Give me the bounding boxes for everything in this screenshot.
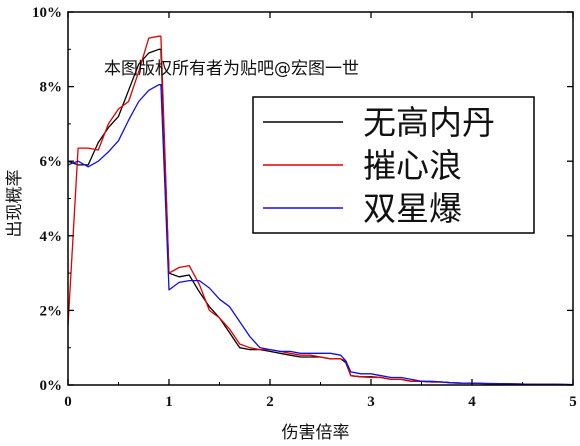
y-tick-label: 10% xyxy=(32,5,62,21)
x-tick-label: 0 xyxy=(64,394,72,410)
series-line-3 xyxy=(67,84,574,386)
legend-label-3: 双星爆 xyxy=(363,189,462,228)
x-axis-title: 伤害倍率 xyxy=(282,423,350,443)
y-tick-label: 6% xyxy=(40,154,63,170)
y-tick-label: 0% xyxy=(40,378,63,394)
axes: 0 1 2 3 4 5 0% 2% 4% 6% 8% 10% 伤害倍率 出现概率 xyxy=(5,5,577,443)
x-tick-label: 2 xyxy=(266,394,274,410)
x-tick-label: 4 xyxy=(468,394,476,410)
legend-label-1: 无高内丹 xyxy=(363,103,495,142)
y-tick-label: 8% xyxy=(40,80,63,96)
watermark-text: 本图版权所有者为贴吧@宏图一世 xyxy=(104,59,359,79)
x-tick-label: 1 xyxy=(165,394,173,410)
y-tick-label: 4% xyxy=(40,229,63,245)
legend-label-2: 摧心浪 xyxy=(363,146,462,185)
x-tick-label: 3 xyxy=(367,394,375,410)
y-axis-title: 出现概率 xyxy=(5,170,25,238)
plot-area xyxy=(67,35,574,386)
x-tick-label: 5 xyxy=(569,394,577,410)
y-tick-label: 2% xyxy=(40,303,63,319)
